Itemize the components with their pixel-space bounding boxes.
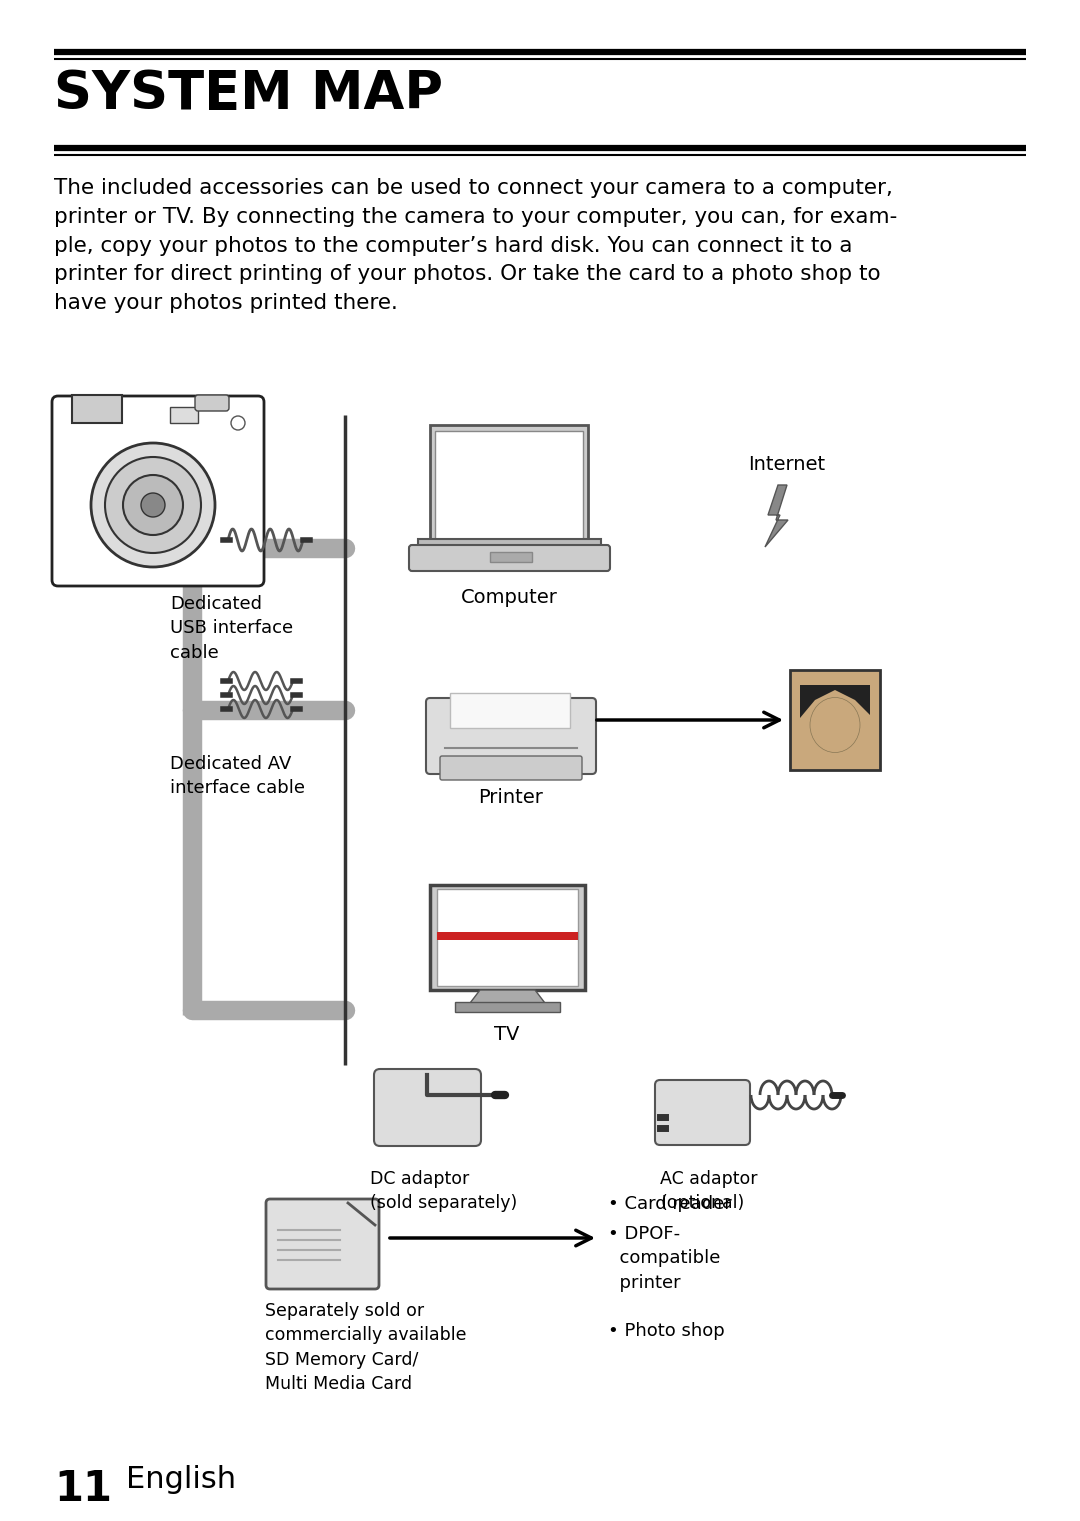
Bar: [789, 669, 880, 770]
Text: AC adaptor
(optional): AC adaptor (optional): [660, 1170, 757, 1212]
Text: English: English: [126, 1465, 237, 1494]
FancyBboxPatch shape: [374, 1069, 481, 1145]
Bar: [455, 1002, 561, 1011]
Circle shape: [91, 443, 215, 567]
Bar: [490, 552, 532, 561]
Text: Dedicated
USB interface
cable: Dedicated USB interface cable: [170, 595, 293, 662]
Text: The included accessories can be used to connect your camera to a computer,
print: The included accessories can be used to …: [54, 178, 897, 313]
Bar: [450, 694, 570, 729]
Bar: [435, 430, 583, 546]
FancyBboxPatch shape: [440, 756, 582, 780]
Text: 11: 11: [54, 1468, 112, 1510]
Text: Separately sold or
commercially available
SD Memory Card/
Multi Media Card: Separately sold or commercially availabl…: [265, 1302, 467, 1393]
Circle shape: [231, 417, 245, 430]
Text: Printer: Printer: [478, 788, 543, 808]
Polygon shape: [800, 684, 870, 718]
Text: Internet: Internet: [748, 455, 825, 475]
FancyBboxPatch shape: [195, 395, 229, 411]
Text: • Card reader: • Card reader: [608, 1196, 732, 1214]
Ellipse shape: [810, 698, 860, 753]
Circle shape: [123, 475, 183, 535]
FancyBboxPatch shape: [52, 395, 264, 586]
Circle shape: [105, 456, 201, 554]
Bar: [170, 408, 198, 423]
Bar: [430, 424, 588, 551]
FancyBboxPatch shape: [426, 698, 596, 774]
Text: • DPOF-
  compatible
  printer: • DPOF- compatible printer: [608, 1224, 720, 1291]
Bar: [430, 885, 585, 990]
Polygon shape: [765, 485, 788, 548]
Circle shape: [141, 493, 165, 517]
FancyBboxPatch shape: [409, 545, 610, 570]
Bar: [418, 538, 600, 554]
Text: DC adaptor
(sold separately): DC adaptor (sold separately): [370, 1170, 517, 1212]
Bar: [437, 932, 578, 940]
Bar: [72, 395, 122, 423]
Text: Computer: Computer: [460, 589, 557, 607]
FancyBboxPatch shape: [654, 1080, 750, 1145]
Text: Dedicated AV
interface cable: Dedicated AV interface cable: [170, 754, 305, 797]
Bar: [437, 888, 578, 986]
Text: TV: TV: [495, 1025, 519, 1043]
Text: • Photo shop: • Photo shop: [608, 1322, 725, 1340]
FancyBboxPatch shape: [266, 1199, 379, 1288]
Text: SYSTEM MAP: SYSTEM MAP: [54, 68, 443, 120]
Polygon shape: [467, 990, 548, 1007]
